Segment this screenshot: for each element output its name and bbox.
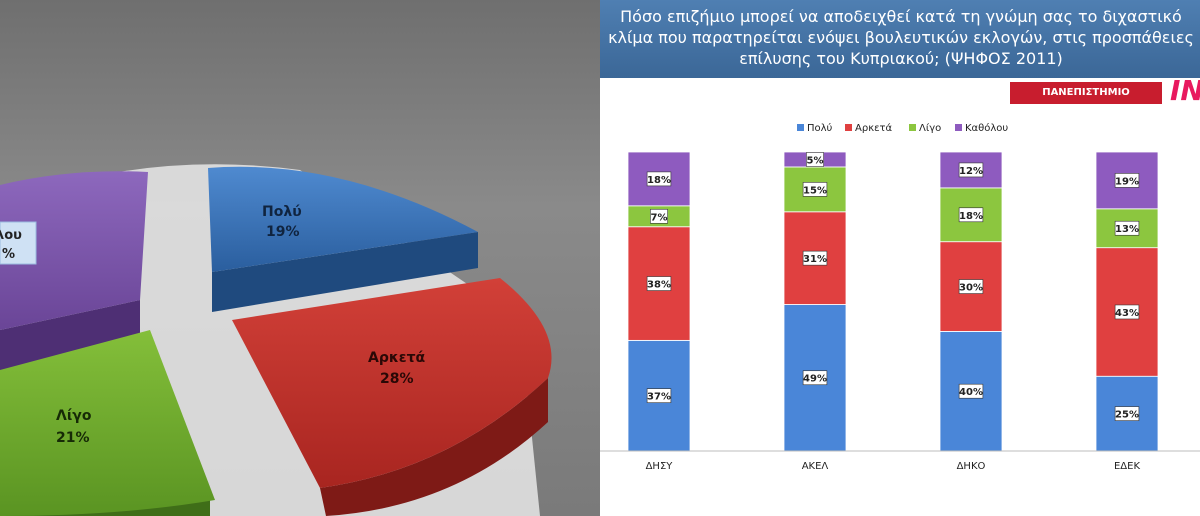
data-label-box-2-2 [802,250,828,266]
pie-label-katholou-box [0,221,37,265]
stacked-bar-panel: Πόσο επιζήμιο μπορεί να αποδειχθεί κατά … [600,0,1200,516]
pie-label-arketa-pct: 28% [380,371,414,387]
pie-label-katholou-name: λου [0,228,22,243]
university-logo-banner: ΠΑΝΕΠΙΣΤΗΜΙΟ ΛΕΥΚΩΣΙΑΣ [1010,82,1162,120]
x-tick-3: ΔΗΚΟ [957,461,986,472]
legend-label-1: Πολύ [807,122,833,134]
pie-slice-katholou-side [0,300,140,375]
data-label-2-4: 5% [807,155,824,166]
data-label-4-3: 13% [1115,224,1139,235]
data-label-1-4: 18% [647,175,671,186]
data-label-4-2: 43% [1115,308,1139,319]
legend-swatch-3 [909,124,916,131]
pie-chart-panel: λου % Πολύ 19% Αρκετά 28% Λίγο 21% [0,0,600,516]
data-label-box-2-1 [802,370,828,386]
chart-title: Πόσο επιζήμιο μπορεί να αποδειχθεί κατά … [608,7,1194,68]
data-label-3-4: 12% [959,166,983,177]
data-label-3-2: 30% [959,283,983,294]
pie-label-polu-pct: 19% [266,224,300,240]
pie-label-katholou-pct: % [2,247,15,262]
stacked-bar-chart: Πολύ Αρκετά Λίγο Καθόλου 37% 38% 7% 18% 49% 31% 1… [600,122,1200,472]
title-band: Πόσο επιζήμιο μπορεί να αποδειχθεί κατά … [600,0,1200,78]
legend: Πολύ Αρκετά Λίγο Καθόλου [797,122,1008,134]
pie-label-arketa-name: Αρκετά [368,350,426,366]
data-label-3-1: 40% [959,387,983,398]
data-label-box-4-2 [1114,304,1140,320]
pie-slice-arketa [232,278,552,488]
data-label-1-1: 37% [647,392,671,403]
pie-slice-arketa-side [320,378,548,516]
pie-slice-polu-side [212,232,478,312]
data-label-2-3: 15% [803,185,827,196]
x-tick-2: ΑΚΕΛ [802,461,829,472]
data-label-4-4: 19% [1115,176,1139,187]
data-label-box-1-4 [646,171,672,187]
data-label-1-3: 7% [651,212,668,223]
pie-slice-ligo [0,330,215,516]
legend-label-4: Καθόλου [965,122,1008,134]
x-tick-4: ΕΔΕΚ [1114,461,1140,472]
x-tick-1: ΔΗΣΥ [646,461,674,472]
legend-label-3: Λίγο [919,122,941,134]
x-tick-labels: ΔΗΣΥ ΑΚΕΛ ΔΗΚΟ ΕΔΕΚ [646,461,1141,472]
pie-slice-katholou [0,171,148,330]
data-label-box-4-3 [1114,220,1140,236]
legend-swatch-2 [845,124,852,131]
pie-label-polu-name: Πολύ [262,204,302,220]
data-label-box-3-1 [958,383,984,399]
legend-swatch-4 [955,124,962,131]
data-label-box-1-1 [646,388,672,403]
data-label-box-4-1 [1114,406,1140,421]
data-label-2-2: 31% [803,254,827,265]
bars: 37% 38% 7% 18% 49% 31% 15% 5% 40% 30% 18% 12% 25% 43%… [627,151,1159,452]
pie-slice-polu [208,166,478,272]
pie-label-ligo-pct: 21% [56,430,90,446]
legend-swatch-1 [797,124,804,131]
logo-mark: IN [1170,74,1200,107]
data-label-box-4-4 [1114,173,1140,188]
legend-label-2: Αρκετά [855,122,893,134]
data-label-2-1: 49% [803,374,827,385]
data-label-box-1-2 [646,276,672,291]
data-label-box-2-4 [806,152,824,167]
data-label-box-3-3 [958,207,984,223]
pie-label-ligo-name: Λίγο [56,408,92,424]
data-label-box-3-4 [958,162,984,178]
data-label-1-2: 38% [647,280,671,291]
pie-chart: λου % Πολύ 19% Αρκετά 28% Λίγο 21% [0,164,552,516]
data-label-box-2-3 [802,182,828,197]
data-label-box-1-3 [650,208,668,224]
data-label-box-3-2 [958,279,984,294]
data-label-3-3: 18% [959,211,983,222]
data-label-4-1: 25% [1115,410,1139,421]
